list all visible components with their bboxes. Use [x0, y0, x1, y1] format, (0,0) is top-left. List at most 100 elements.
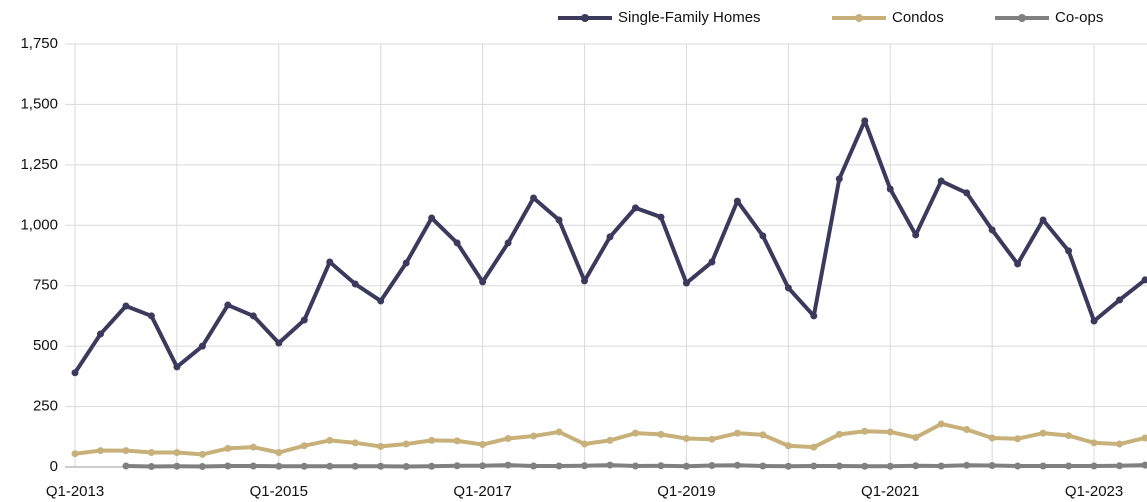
- point: [504, 239, 512, 247]
- point: [1039, 429, 1047, 437]
- point: [581, 440, 589, 448]
- point: [759, 232, 767, 240]
- point: [147, 312, 155, 320]
- point: [122, 302, 130, 310]
- point: [708, 258, 716, 266]
- point: [963, 189, 971, 197]
- point: [861, 462, 869, 470]
- point: [249, 312, 257, 320]
- legend-label: Single-Family Homes: [618, 9, 761, 26]
- point: [581, 462, 589, 470]
- point: [631, 204, 639, 212]
- point: [937, 462, 945, 470]
- point: [810, 462, 818, 470]
- x-tick-label: Q1-2015: [250, 483, 308, 500]
- point: [122, 462, 130, 470]
- point: [733, 461, 741, 469]
- point: [606, 461, 614, 469]
- point: [224, 301, 232, 309]
- point: [963, 426, 971, 434]
- point: [479, 278, 487, 286]
- point: [733, 429, 741, 437]
- y-tick-label: 1,000: [20, 216, 58, 233]
- point: [428, 462, 436, 470]
- point: [96, 447, 104, 455]
- y-tick-label: 1,750: [20, 35, 58, 52]
- point: [937, 420, 945, 428]
- point: [682, 462, 690, 470]
- point: [1090, 317, 1098, 325]
- y-tick-label: 1,500: [20, 95, 58, 112]
- point: [708, 462, 716, 470]
- point: [377, 297, 385, 305]
- point: [988, 226, 996, 234]
- point: [631, 462, 639, 470]
- point: [173, 462, 181, 470]
- point: [530, 194, 538, 202]
- point: [1014, 435, 1022, 443]
- point: [581, 277, 589, 285]
- point: [402, 440, 410, 448]
- point: [912, 462, 920, 470]
- point: [1141, 461, 1147, 469]
- point: [1116, 440, 1124, 448]
- point: [1065, 247, 1073, 255]
- point: [428, 436, 436, 444]
- point: [1141, 434, 1147, 442]
- point: [657, 462, 665, 470]
- point: [784, 442, 792, 450]
- point: [784, 462, 792, 470]
- point: [937, 177, 945, 185]
- point: [1090, 462, 1098, 470]
- point: [326, 436, 334, 444]
- point: [224, 462, 232, 470]
- point: [173, 363, 181, 371]
- point: [428, 214, 436, 222]
- point: [835, 430, 843, 438]
- point: [963, 461, 971, 469]
- point: [402, 259, 410, 267]
- point: [198, 342, 206, 350]
- point: [708, 435, 716, 443]
- legend-marker: [1018, 14, 1026, 22]
- point: [555, 462, 563, 470]
- point: [1065, 432, 1073, 440]
- x-tick-label: Q1-2013: [46, 483, 104, 500]
- point: [351, 280, 359, 288]
- legend-marker: [855, 14, 863, 22]
- point: [300, 462, 308, 470]
- point: [733, 197, 741, 205]
- point: [1116, 296, 1124, 304]
- point: [351, 462, 359, 470]
- point: [1014, 462, 1022, 470]
- point: [275, 462, 283, 470]
- point: [479, 462, 487, 470]
- point: [453, 437, 461, 445]
- point: [1090, 439, 1098, 447]
- point: [606, 233, 614, 241]
- point: [402, 463, 410, 471]
- point: [835, 462, 843, 470]
- point: [810, 443, 818, 451]
- point: [173, 448, 181, 456]
- point: [453, 462, 461, 470]
- y-tick-label: 1,250: [20, 156, 58, 173]
- point: [912, 434, 920, 442]
- point: [657, 213, 665, 221]
- point: [835, 175, 843, 183]
- x-tick-label: Q1-2019: [657, 483, 715, 500]
- point: [682, 434, 690, 442]
- point: [504, 461, 512, 469]
- x-tick-label: Q1-2021: [861, 483, 919, 500]
- point: [1065, 462, 1073, 470]
- point: [147, 463, 155, 471]
- point: [249, 462, 257, 470]
- point: [1014, 260, 1022, 268]
- point: [657, 430, 665, 438]
- point: [122, 447, 130, 455]
- point: [275, 448, 283, 456]
- point: [784, 284, 792, 292]
- point: [530, 432, 538, 440]
- point: [300, 442, 308, 450]
